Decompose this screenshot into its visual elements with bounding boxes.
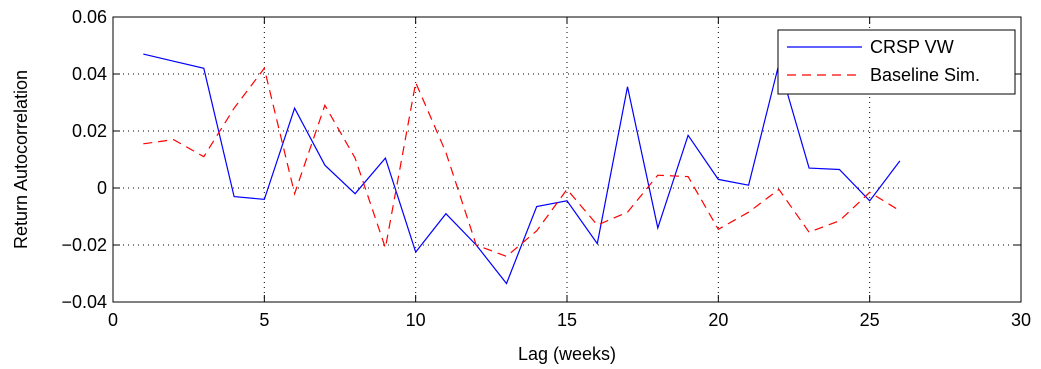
legend-label-baseline-sim: Baseline Sim.: [870, 65, 980, 85]
series-line-1: [143, 66, 901, 258]
plot-frame: [112, 16, 1022, 303]
y-tick-label: −0.02: [61, 235, 107, 255]
x-tick-label: 25: [860, 310, 880, 330]
x-tick-label: 20: [708, 310, 728, 330]
x-axis-label: Lag (weeks): [518, 344, 616, 364]
x-tick-label: 5: [259, 310, 269, 330]
ticks: 0 5 10 15 20 25 30 −0.04 −0.02 0 0.02 0.04 0.06: [61, 7, 1031, 330]
legend: CRSP VW Baseline Sim.: [777, 29, 1016, 95]
y-tick-label: 0: [97, 178, 107, 198]
y-tick-label: 0.02: [72, 121, 107, 141]
series-line-0: [143, 53, 901, 285]
series-layer: [143, 53, 901, 285]
legend-box: [777, 29, 1016, 95]
y-tick-label: 0.06: [72, 7, 107, 27]
x-tick-label: 0: [108, 310, 118, 330]
y-tick-label: 0.04: [72, 64, 107, 84]
y-tick-label: −0.04: [61, 292, 107, 312]
x-tick-label: 30: [1011, 310, 1031, 330]
y-axis-label: Return Autocorrelation: [11, 70, 31, 249]
x-tick-label: 15: [557, 310, 577, 330]
x-tick-label: 10: [406, 310, 426, 330]
legend-label-crsp-vw: CRSP VW: [870, 37, 954, 57]
